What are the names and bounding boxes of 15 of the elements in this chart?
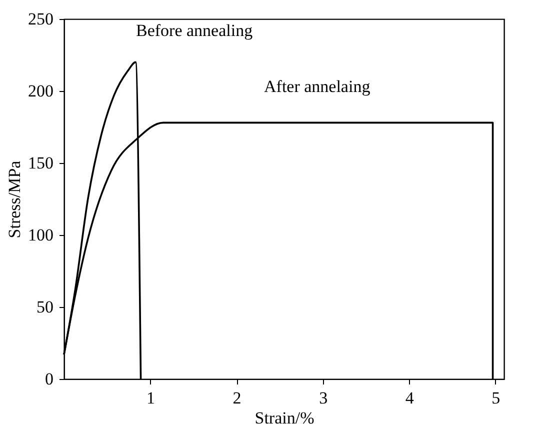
- y-tick-label: 50: [36, 298, 54, 316]
- y-tick-label: 150: [28, 154, 54, 172]
- x-tick-label: 3: [319, 388, 328, 408]
- y-tick-label: 200: [28, 82, 54, 100]
- y-tick-label: 0: [45, 370, 54, 388]
- y-tick-label: 250: [28, 10, 54, 28]
- x-axis-title: Strain/%: [254, 408, 314, 428]
- y-axis-title: Stress/MPa: [5, 160, 24, 238]
- annotation: Before annealing: [136, 21, 254, 40]
- x-tick-label: 5: [492, 388, 500, 408]
- annotation: After annelaing: [264, 77, 371, 96]
- x-tick-label: 4: [405, 388, 414, 408]
- x-tick-label: 2: [232, 388, 242, 408]
- x-tick-label: 1: [146, 388, 156, 408]
- y-tick-label: 100: [28, 226, 54, 244]
